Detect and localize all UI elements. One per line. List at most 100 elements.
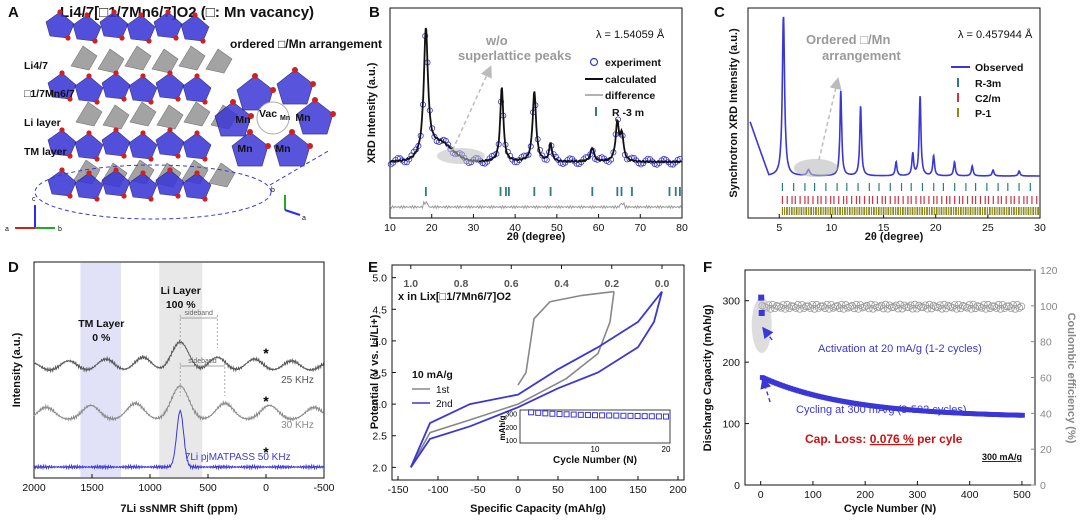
efficiency-point	[862, 301, 871, 310]
f-x-tick-label: 500	[1013, 489, 1031, 501]
d-x-tick-label: 1500	[80, 482, 104, 494]
efficiency-point	[867, 300, 875, 309]
oxygen-atom	[86, 130, 92, 136]
efficiency-point	[967, 305, 976, 313]
mn-octahedron	[153, 11, 183, 39]
c-x-tick-label: 5	[776, 222, 782, 234]
oxygen-atom	[247, 129, 253, 135]
li-octahedron	[208, 162, 236, 188]
e-x-tick-label: 0	[515, 484, 521, 496]
efficiency-point	[871, 301, 879, 309]
mn-octahedron	[101, 129, 131, 157]
spectrum-label: 25 KHz	[281, 375, 314, 386]
tm-layer-label: TM Layer	[78, 318, 124, 330]
e-top-tick-label: 0.0	[655, 278, 670, 290]
plot-area-c: 5 10 15 20 25 30	[749, 16, 1046, 234]
li-octahedron	[183, 101, 211, 127]
oxygen-atom	[307, 143, 313, 149]
li-layer-value: 100 %	[166, 299, 196, 311]
oxygen-atom	[121, 193, 127, 199]
xlabel-f: Cycle Number (N)	[844, 503, 937, 515]
e-x-tick-label: 200	[669, 484, 687, 496]
oxygen-atom	[202, 99, 208, 105]
e-y-tick-label: 3.0	[372, 399, 387, 411]
e-y-tick-label: 3.5	[372, 368, 387, 380]
efficiency-point	[963, 303, 971, 312]
panel-label-d: D	[8, 259, 19, 276]
efficiency-point	[785, 304, 794, 313]
efficiency-point	[839, 305, 848, 313]
efficiency-point	[982, 305, 990, 313]
inset-xlabel: Cycle Number (N)	[553, 455, 637, 466]
legend-c-0: Observed	[975, 62, 1023, 74]
efficiency-point	[965, 301, 973, 309]
b-x-tick-label: 80	[676, 222, 688, 234]
cluster-label: Mn	[275, 143, 290, 155]
axis-a-label: a	[5, 226, 9, 233]
inset-point	[570, 411, 577, 418]
annotation-ellipse-c	[793, 159, 838, 177]
efficiency-point	[904, 303, 913, 312]
inset-point	[655, 413, 662, 420]
li-layer-region	[159, 263, 203, 477]
nmr-spectrum	[33, 384, 324, 423]
legend-b-1: calculated	[605, 74, 656, 86]
cluster-label: Mn	[295, 112, 310, 124]
inset-ytick: 300	[505, 412, 517, 419]
oxygen-atom	[113, 127, 119, 133]
axis-a2-label: a	[302, 215, 306, 222]
efficiency-point	[808, 300, 817, 309]
plot-frame-c	[747, 7, 1041, 219]
cycling-label-f: Cycling at 300 mA/g (3-502 cycles)	[796, 404, 967, 416]
mn-octahedron	[74, 75, 104, 103]
oxygen-atom	[140, 170, 146, 176]
oxygen-atom	[192, 12, 198, 18]
legend-c-2: C2/m	[975, 93, 1001, 105]
li-octahedron	[70, 45, 98, 71]
oxygen-atom	[59, 167, 65, 173]
e-y-tick-label: 2.0	[372, 462, 387, 474]
oxygen-atom	[292, 67, 298, 73]
asterisk-marker: *	[263, 393, 269, 409]
f-y2-tick-label: 40	[1040, 408, 1052, 420]
e-x-tick-label: 150	[629, 484, 647, 496]
f-y-tick-label: 200	[722, 357, 740, 369]
sideband-label: sideband	[188, 358, 217, 365]
oxygen-atom	[67, 153, 73, 159]
ylabel-f: Discharge Capacity (mAh/g)	[702, 304, 714, 451]
efficiency-point	[829, 304, 838, 312]
efficiency-point	[819, 302, 827, 310]
mn-octahedron	[182, 132, 212, 160]
f-x-tick-label: 300	[909, 489, 927, 501]
f-y2-tick-label: 60	[1040, 373, 1052, 385]
efficiency-point	[890, 303, 898, 311]
oxygen-atom	[86, 170, 92, 176]
activation-point	[758, 310, 765, 316]
efficiency-point	[852, 300, 861, 309]
cluster-octahedron	[236, 75, 274, 111]
efficiency-point	[844, 303, 852, 312]
oxygen-atom	[312, 97, 318, 103]
cluster-label: Mn	[237, 143, 252, 155]
e-top-tick-label: 0.8	[454, 278, 469, 290]
inset-point	[549, 410, 556, 417]
rate-label-f: 300 mA/g	[982, 452, 1022, 462]
d-x-tick-label: 0	[263, 482, 269, 494]
xlabel-e: Specific Capacity (mAh/g)	[470, 503, 606, 515]
f-y-tick-label: 300	[722, 296, 740, 308]
oxygen-atom	[94, 99, 100, 105]
wavelength-b: λ = 1.54059 Å	[596, 28, 665, 41]
efficiency-point	[915, 301, 923, 310]
inset-ytick: 100	[505, 438, 517, 445]
efficiency-point	[971, 304, 980, 313]
oxygen-atom	[59, 127, 65, 133]
annotation-c-line1: Ordered □/Mn	[806, 32, 890, 47]
efficiency-point	[1015, 304, 1024, 312]
panel-a-subtitle: ordered □/Mn arrangement	[230, 37, 382, 51]
oxygen-atom	[84, 12, 90, 18]
oxygen-atom	[94, 196, 100, 202]
efficiency-point	[842, 301, 850, 309]
cluster-label-sub: Mn	[280, 115, 290, 122]
xlabel-b: 2θ (degree)	[507, 231, 566, 243]
